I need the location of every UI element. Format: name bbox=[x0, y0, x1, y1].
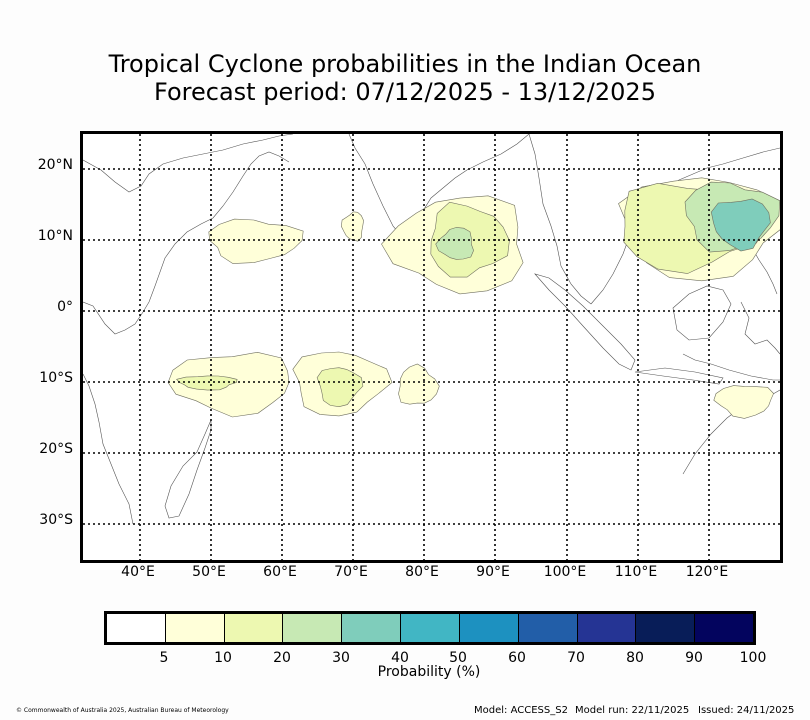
model-run-date: Model run: 22/11/2025 bbox=[575, 705, 690, 716]
map-canvas bbox=[83, 134, 780, 560]
coast-east-africa bbox=[83, 151, 290, 335]
probability-contours bbox=[167, 177, 780, 419]
prob-area-philippines-30 bbox=[710, 198, 771, 252]
coast-mozambique bbox=[83, 373, 134, 525]
lon-label-60e: 60°E bbox=[263, 564, 297, 580]
prob-area-se-indian bbox=[398, 363, 440, 405]
graticule bbox=[83, 134, 780, 560]
java bbox=[634, 367, 724, 385]
colorbar-swatch-1 bbox=[165, 614, 225, 642]
prob-area-bay-of-bengal-core bbox=[435, 227, 474, 260]
lon-label-80e: 80°E bbox=[405, 564, 439, 580]
copyright-notice: © Commonwealth of Australia 2025, Austra… bbox=[16, 707, 229, 714]
colorbar-swatch-3 bbox=[283, 614, 343, 642]
title-line-2: Forecast period: 07/12/2025 - 13/12/2025 bbox=[154, 78, 656, 106]
prob-area-lakshadweep bbox=[340, 211, 364, 242]
lat-label-20s: 20°S bbox=[39, 441, 73, 457]
prob-area-sw-indian-central-core bbox=[316, 367, 364, 408]
lat-label-0: 0° bbox=[57, 299, 73, 315]
issued-date: Issued: 24/11/2025 bbox=[698, 705, 795, 716]
colorbar-swatch-10 bbox=[695, 614, 753, 642]
colorbar-tick-100: 100 bbox=[739, 650, 767, 666]
colorbar-swatch-9 bbox=[636, 614, 696, 642]
lon-label-110e: 110°E bbox=[614, 564, 658, 580]
colorbar bbox=[104, 611, 756, 645]
coast-arabia bbox=[83, 134, 294, 193]
lat-label-10s: 10°S bbox=[39, 370, 73, 386]
colorbar-swatch-5 bbox=[401, 614, 460, 642]
colorbar-tick-80: 80 bbox=[626, 650, 644, 666]
prob-area-nw-australia bbox=[713, 385, 774, 419]
madagascar bbox=[164, 419, 212, 519]
colorbar-tick-90: 90 bbox=[685, 650, 703, 666]
sulawesi bbox=[740, 301, 780, 355]
colorbar-tick-30: 30 bbox=[332, 650, 350, 666]
lon-label-100e: 100°E bbox=[543, 564, 587, 580]
lat-label-20n: 20°N bbox=[37, 157, 73, 173]
colorbar-tick-20: 20 bbox=[273, 650, 291, 666]
colorbar-swatch-7 bbox=[518, 614, 578, 642]
colorbar-swatch-2 bbox=[224, 614, 284, 642]
title-line-1: Tropical Cyclone probabilities in the In… bbox=[108, 50, 702, 78]
colorbar-swatch-6 bbox=[459, 614, 519, 642]
lesser-sunda bbox=[682, 353, 780, 381]
lon-label-120e: 120°E bbox=[685, 564, 729, 580]
coast-myanmar-malaysia bbox=[528, 134, 592, 305]
colorbar-tick-50: 50 bbox=[449, 650, 467, 666]
lat-label-30s: 30°S bbox=[39, 512, 73, 528]
colorbar-tick-10: 10 bbox=[214, 650, 232, 666]
map-panel bbox=[80, 131, 783, 563]
colorbar-swatch-0 bbox=[107, 614, 166, 642]
lon-label-50e: 50°E bbox=[192, 564, 226, 580]
colorbar-tick-40: 40 bbox=[391, 650, 409, 666]
colorbar-tick-60: 60 bbox=[508, 650, 526, 666]
colorbar-tick-70: 70 bbox=[567, 650, 585, 666]
model-name: Model: ACCESS_S2 bbox=[474, 705, 568, 716]
lon-label-90e: 90°E bbox=[476, 564, 510, 580]
colorbar-swatch-8 bbox=[577, 614, 637, 642]
colorbar-swatch-4 bbox=[342, 614, 402, 642]
colorbar-tick-5: 5 bbox=[159, 650, 169, 666]
borneo bbox=[672, 285, 732, 341]
prob-area-arabian-sea bbox=[208, 218, 304, 264]
sumatra bbox=[534, 273, 636, 371]
lon-label-40e: 40°E bbox=[121, 564, 155, 580]
lat-label-10n: 10°N bbox=[37, 228, 73, 244]
colorbar-label: Probability (%) bbox=[377, 664, 481, 680]
lon-label-70e: 70°E bbox=[334, 564, 368, 580]
